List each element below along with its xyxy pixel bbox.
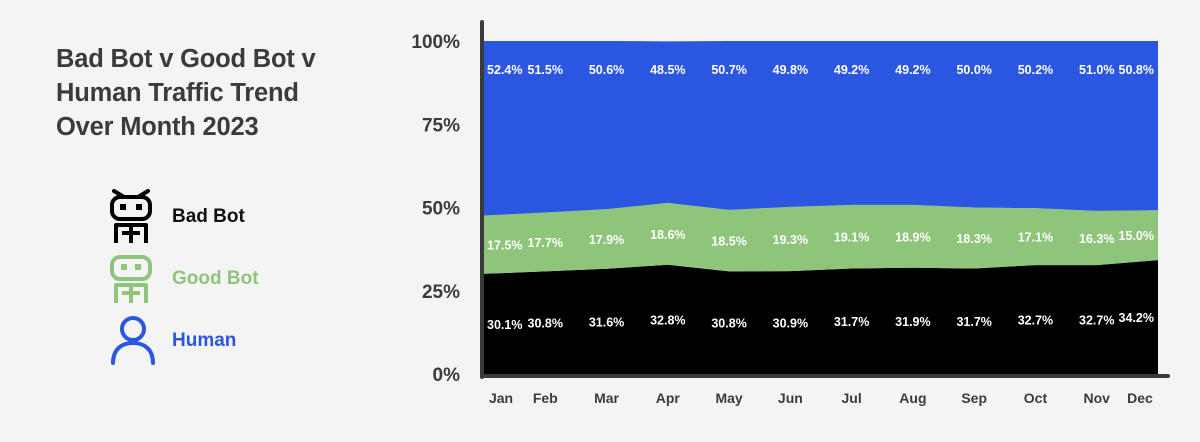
data-label: 18.5% <box>711 235 746 249</box>
legend-label: Bad Bot <box>172 206 245 227</box>
y-tick-label: 25% <box>422 282 460 303</box>
data-label: 19.1% <box>834 231 869 245</box>
data-label: 16.3% <box>1079 232 1114 246</box>
data-label: 15.0% <box>1119 229 1154 243</box>
data-label: 17.9% <box>589 233 624 247</box>
x-tick-label: Jun <box>778 390 803 406</box>
data-label: 30.8% <box>711 317 746 331</box>
data-label: 17.5% <box>487 239 522 253</box>
data-label: 18.9% <box>895 230 930 244</box>
data-label: 49.8% <box>773 63 808 77</box>
x-tick-label: Oct <box>1024 390 1048 406</box>
y-tick-label: 0% <box>433 365 461 386</box>
data-label: 34.2% <box>1119 311 1154 325</box>
data-label: 50.7% <box>711 63 746 77</box>
legend-label: Good Bot <box>172 268 259 289</box>
data-label: 51.0% <box>1079 63 1114 77</box>
data-label: 31.9% <box>895 315 930 329</box>
data-label: 30.9% <box>773 317 808 331</box>
data-label: 50.8% <box>1119 63 1154 77</box>
x-tick-label: May <box>715 390 742 406</box>
data-label: 50.2% <box>1018 63 1053 77</box>
x-tick-label: Jul <box>842 390 862 406</box>
legend-item-good-bot: Good Bot <box>108 248 259 310</box>
data-label: 30.1% <box>487 318 522 332</box>
area-good-bot <box>484 202 1158 274</box>
data-label: 31.7% <box>834 315 869 329</box>
good-bot-icon <box>108 251 160 307</box>
x-tick-label: Nov <box>1084 390 1111 406</box>
data-label: 49.2% <box>834 63 869 77</box>
area-bad-bot <box>484 260 1158 374</box>
human-icon <box>108 313 160 369</box>
data-label: 31.7% <box>956 315 991 329</box>
y-tick-label: 75% <box>422 115 460 136</box>
x-tick-label: Feb <box>533 390 558 406</box>
data-label: 51.5% <box>528 63 563 77</box>
data-label: 19.3% <box>773 233 808 247</box>
data-label: 17.1% <box>1018 231 1053 245</box>
data-label: 18.6% <box>650 228 685 242</box>
data-label: 32.7% <box>1018 314 1053 328</box>
area-human <box>484 41 1158 216</box>
data-label: 30.8% <box>528 317 563 331</box>
data-label: 32.7% <box>1079 314 1114 328</box>
legend: Bad Bot Good Bot Human <box>108 186 259 372</box>
data-label: 48.5% <box>650 63 685 77</box>
data-label: 18.3% <box>956 232 991 246</box>
data-label: 52.4% <box>487 63 522 77</box>
y-tick-label: 100% <box>411 32 460 53</box>
x-tick-label: Aug <box>899 390 926 406</box>
data-label: 17.7% <box>528 236 563 250</box>
data-label: 49.2% <box>895 63 930 77</box>
data-label: 31.6% <box>589 315 624 329</box>
x-tick-label: Sep <box>961 390 987 406</box>
legend-item-human: Human <box>108 310 259 372</box>
legend-item-bad-bot: Bad Bot <box>108 186 259 248</box>
chart-title: Bad Bot v Good Bot v Human Traffic Trend… <box>56 45 316 141</box>
x-tick-label: Apr <box>656 390 681 406</box>
data-label: 50.6% <box>589 63 624 77</box>
data-label: 32.8% <box>650 313 685 327</box>
x-tick-label: Mar <box>594 390 619 406</box>
data-label: 50.0% <box>956 63 991 77</box>
y-tick-label: 50% <box>422 199 460 220</box>
x-tick-label: Jan <box>489 390 513 406</box>
x-tick-label: Dec <box>1127 390 1153 406</box>
bad-bot-icon <box>108 189 160 245</box>
legend-label: Human <box>172 330 237 351</box>
